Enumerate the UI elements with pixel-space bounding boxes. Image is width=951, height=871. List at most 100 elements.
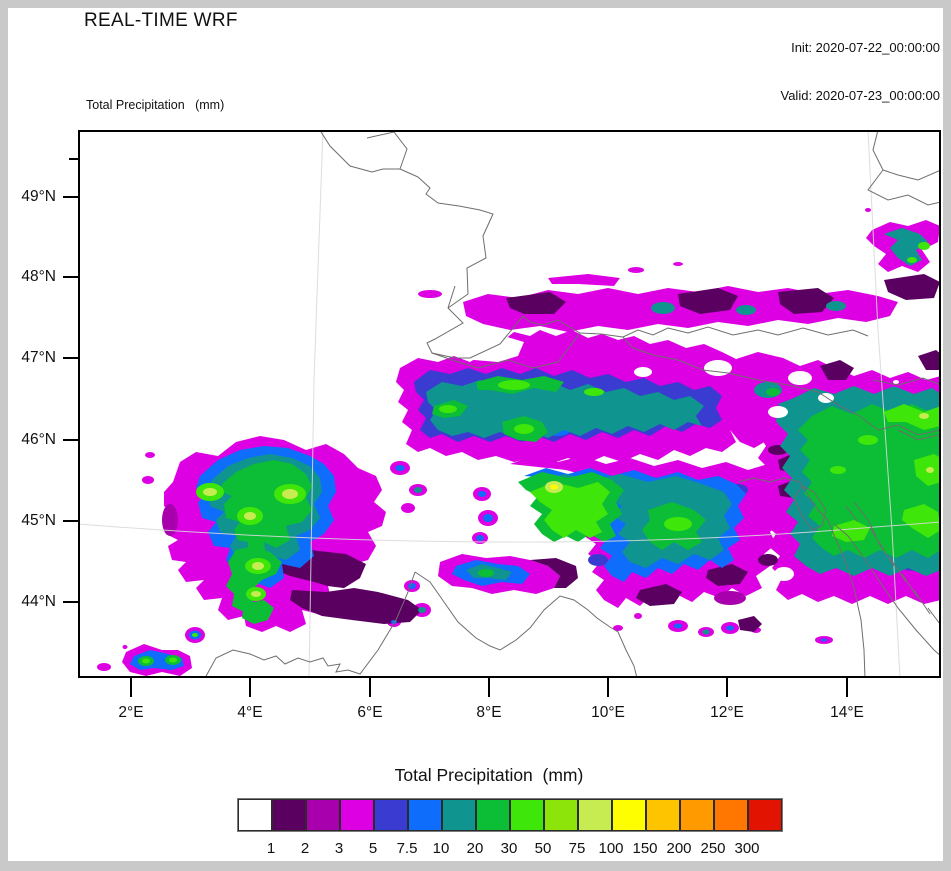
country-border: [867, 130, 941, 206]
coastline-islands: [845, 501, 941, 625]
precip-region: [530, 558, 578, 588]
page-title: REAL-TIME WRF: [84, 10, 238, 31]
precip-region: [122, 645, 128, 649]
colorbar-tick-label: 30: [500, 840, 518, 857]
precip-region: [702, 629, 710, 635]
precip-region: [548, 274, 620, 286]
x-tick-label: 8°E: [476, 704, 502, 721]
map-borders: [204, 130, 941, 678]
precip-gap: [788, 371, 812, 385]
x-tick: [130, 678, 132, 697]
precip-region: [664, 517, 692, 531]
coastline: [737, 477, 866, 678]
precip-region: [162, 504, 178, 536]
colorbar-cell: [578, 799, 612, 831]
precip-region: [634, 613, 642, 619]
colorbar-tick-label: 150: [632, 840, 658, 857]
precip-region: [439, 405, 457, 413]
colorbar-tick-label: 20: [466, 840, 484, 857]
colorbar-tick-label: 3: [334, 840, 344, 857]
precip-region: [203, 488, 217, 496]
colorbar-cell: [646, 799, 680, 831]
precip-region: [714, 591, 746, 605]
x-tick: [488, 678, 490, 697]
precip-gap: [893, 380, 899, 384]
y-tick-label: 46°N: [21, 431, 56, 448]
precip-region: [244, 512, 256, 520]
colorbar-tick-label: 300: [734, 840, 760, 857]
precip-region: [584, 388, 604, 396]
precip-region: [628, 267, 644, 273]
graticule-line: [78, 521, 941, 543]
precip-region: [506, 292, 566, 314]
colorbar-tick-label: 200: [666, 840, 692, 857]
colorbar-cell: [238, 799, 272, 831]
precip-region: [414, 487, 422, 493]
precip-region: [826, 301, 846, 311]
colorbar-title: Total Precipitation (mm): [394, 765, 584, 785]
country-border: [622, 336, 941, 436]
field-label: Total Precipitation (mm): [86, 98, 225, 112]
x-tick-label: 6°E: [357, 704, 383, 721]
precip-region: [282, 489, 298, 499]
precip-region: [738, 616, 762, 632]
graticule-line: [308, 130, 324, 678]
colorbar-cell: [442, 799, 476, 831]
country-border: [622, 326, 869, 338]
precip-region: [426, 380, 704, 438]
precip-region: [858, 435, 878, 445]
x-tick: [846, 678, 848, 697]
x-tick: [249, 678, 251, 697]
y-tick-label: 48°N: [21, 268, 56, 285]
precip-region: [884, 228, 928, 266]
precip-region: [476, 535, 484, 541]
graticule: [78, 130, 941, 678]
colorbar-cell: [544, 799, 578, 831]
precip-region: [251, 591, 261, 597]
x-tick: [369, 678, 371, 697]
y-tick: [63, 276, 78, 278]
colorbar-tick-label: 10: [432, 840, 450, 857]
y-tick: [63, 520, 78, 522]
precip-region: [418, 290, 442, 298]
precip-region: [798, 579, 806, 585]
precip-gap: [818, 393, 834, 403]
colorbar-tick-label: 100: [598, 840, 624, 857]
colorbar-cell: [408, 799, 442, 831]
colorbar-cell: [374, 799, 408, 831]
colorbar-tick-label: 2: [300, 840, 310, 857]
colorbar-cell: [612, 799, 646, 831]
precip-region: [395, 465, 405, 471]
country-border: [426, 285, 624, 359]
precip-region: [478, 491, 486, 497]
colorbar-cell: [340, 799, 374, 831]
precip-region: [401, 503, 415, 513]
colorbar-tick-label: 7.5: [396, 840, 418, 857]
y-tick: [63, 357, 78, 359]
x-tick-label: 4°E: [237, 704, 263, 721]
precip-region: [498, 380, 530, 390]
x-tick-label: 12°E: [710, 704, 744, 721]
x-tick-label: 14°E: [830, 704, 864, 721]
precip-region: [919, 413, 929, 419]
precip-region: [907, 257, 917, 263]
precip-region: [550, 484, 558, 490]
precip-region: [651, 302, 675, 314]
precip-region: [830, 466, 846, 474]
precip-region: [918, 350, 941, 370]
coastline: [833, 523, 941, 657]
precip-region: [613, 625, 623, 631]
colorbar-cell: [272, 799, 306, 831]
precip-region: [821, 638, 827, 642]
colorbar-tick-label: 250: [700, 840, 726, 857]
precip-region: [242, 600, 274, 624]
precip-region: [818, 573, 826, 579]
country-border: [872, 377, 941, 441]
country-border: [417, 176, 494, 309]
colorbar-tick-label: 5: [368, 840, 378, 857]
precip-gap: [634, 367, 652, 377]
precip-region: [820, 360, 854, 380]
x-tick-label: 10°E: [591, 704, 625, 721]
coastline: [414, 571, 638, 678]
colorbar-cells: [237, 798, 783, 832]
